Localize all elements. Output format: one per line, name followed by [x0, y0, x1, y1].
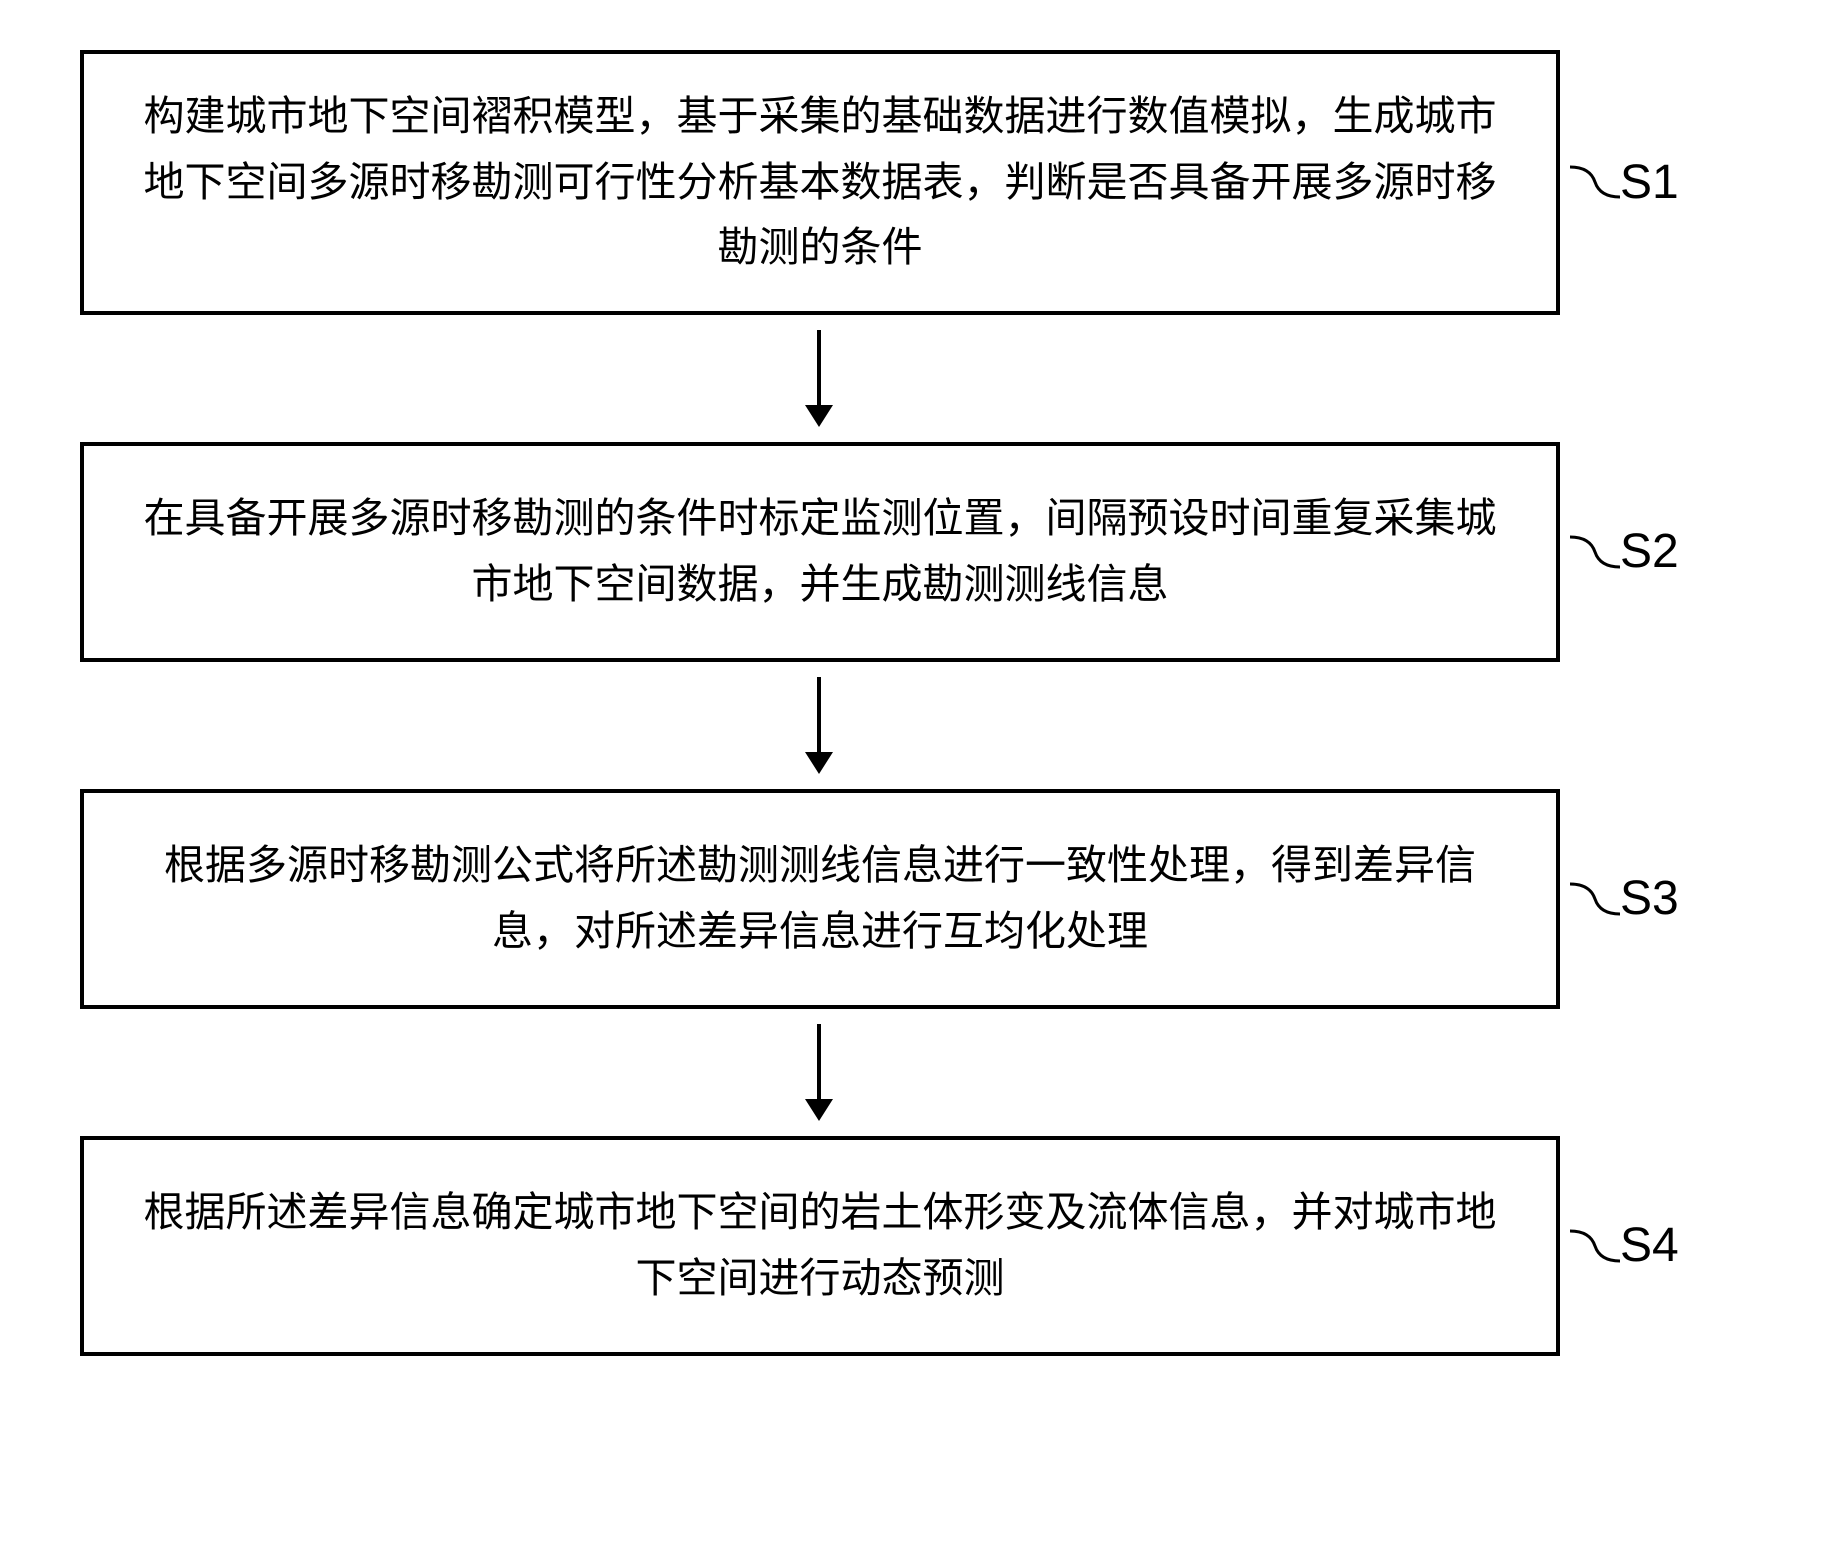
arrow-s3-s4	[805, 1024, 833, 1121]
step-s4-text: 根据所述差异信息确定城市地下空间的岩土体形变及流体信息，并对城市地下空间进行动态…	[124, 1180, 1516, 1311]
step-s4-label-wrapper: S4	[1580, 1218, 1679, 1273]
curve-connector-s4	[1570, 1206, 1630, 1286]
step-s3-label-wrapper: S3	[1580, 871, 1679, 926]
step-s2-box: 在具备开展多源时移勘测的条件时标定监测位置，间隔预设时间重复采集城市地下空间数据…	[80, 442, 1560, 662]
step-s2-container: 在具备开展多源时移勘测的条件时标定监测位置，间隔预设时间重复采集城市地下空间数据…	[80, 442, 1752, 662]
curve-connector-s3	[1570, 859, 1630, 939]
step-s1-label-wrapper: S1	[1580, 155, 1679, 210]
step-s1-text: 构建城市地下空间褶积模型，基于采集的基础数据进行数值模拟，生成城市地下空间多源时…	[124, 84, 1516, 281]
step-s3-box: 根据多源时移勘测公式将所述勘测测线信息进行一致性处理，得到差异信息，对所述差异信…	[80, 789, 1560, 1009]
step-s2-text: 在具备开展多源时移勘测的条件时标定监测位置，间隔预设时间重复采集城市地下空间数据…	[124, 486, 1516, 617]
step-s1-container: 构建城市地下空间褶积模型，基于采集的基础数据进行数值模拟，生成城市地下空间多源时…	[80, 50, 1752, 315]
flowchart-container: 构建城市地下空间褶积模型，基于采集的基础数据进行数值模拟，生成城市地下空间多源时…	[80, 50, 1752, 1356]
arrow-line	[817, 1024, 821, 1099]
arrow-line	[817, 677, 821, 752]
step-s3-text: 根据多源时移勘测公式将所述勘测测线信息进行一致性处理，得到差异信息，对所述差异信…	[124, 833, 1516, 964]
arrow-head	[805, 405, 833, 427]
arrow-head	[805, 752, 833, 774]
arrow-line	[817, 330, 821, 405]
step-s4-container: 根据所述差异信息确定城市地下空间的岩土体形变及流体信息，并对城市地下空间进行动态…	[80, 1136, 1752, 1356]
arrow-s2-s3	[805, 677, 833, 774]
arrow-head	[805, 1099, 833, 1121]
step-s2-label-wrapper: S2	[1580, 524, 1679, 579]
arrow-s1-s2	[805, 330, 833, 427]
curve-connector-s1	[1570, 142, 1630, 222]
curve-connector-s2	[1570, 512, 1630, 592]
step-s1-box: 构建城市地下空间褶积模型，基于采集的基础数据进行数值模拟，生成城市地下空间多源时…	[80, 50, 1560, 315]
step-s3-container: 根据多源时移勘测公式将所述勘测测线信息进行一致性处理，得到差异信息，对所述差异信…	[80, 789, 1752, 1009]
step-s4-box: 根据所述差异信息确定城市地下空间的岩土体形变及流体信息，并对城市地下空间进行动态…	[80, 1136, 1560, 1356]
